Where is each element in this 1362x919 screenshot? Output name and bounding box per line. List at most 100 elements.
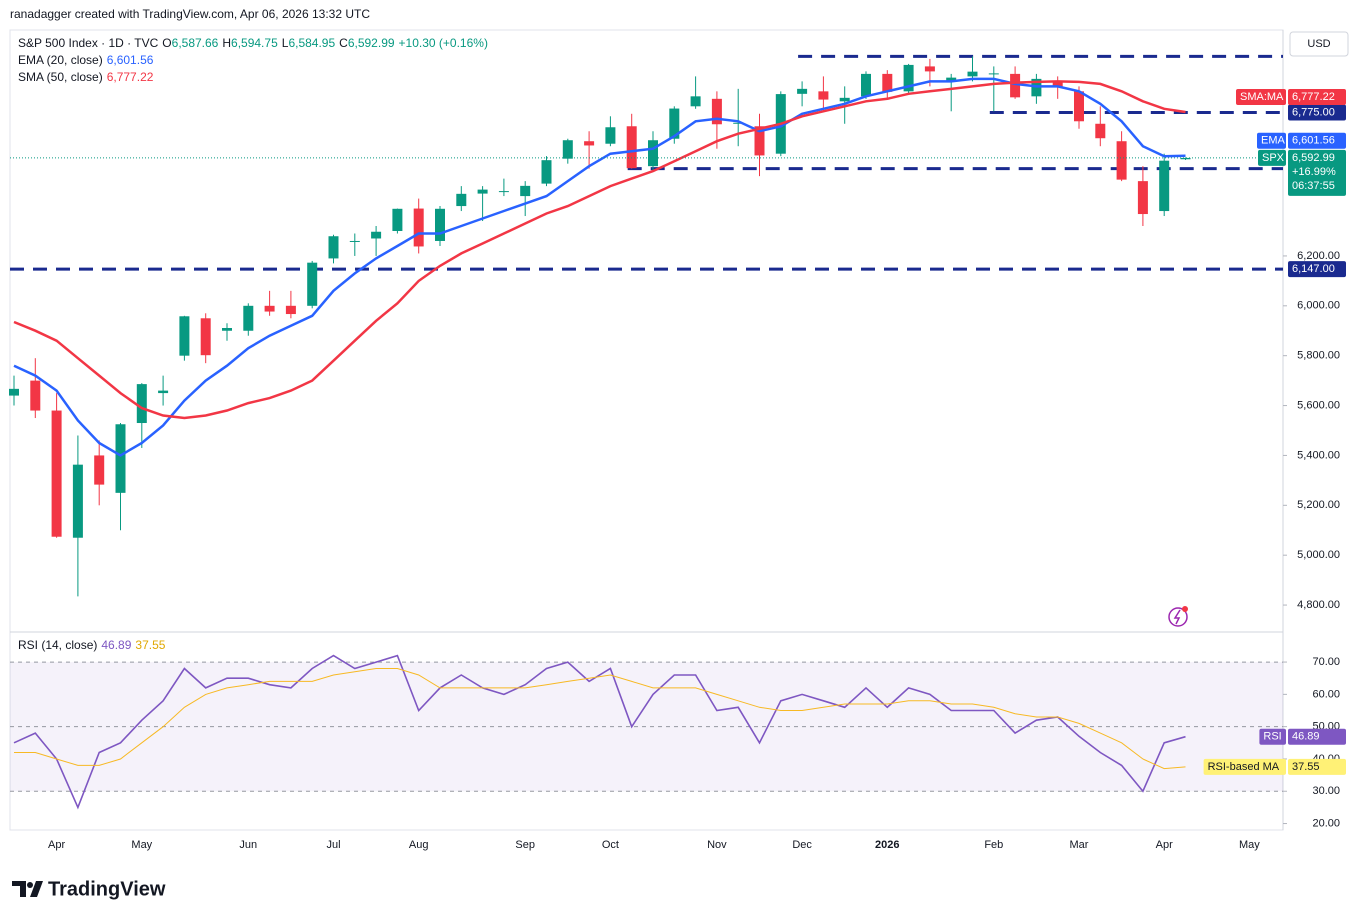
series-badge-box <box>1203 758 1286 775</box>
y-tick-label: 4,800.00 <box>1297 599 1340 611</box>
ohlc-value: 6,594.75 <box>231 36 278 50</box>
ohlc-value: 6,584.95 <box>288 36 336 50</box>
candle-body <box>264 305 275 312</box>
legend-value: 6,777.22 <box>106 70 154 84</box>
series-last-value-box <box>1288 758 1346 775</box>
candle-body <box>243 305 254 331</box>
candle-body <box>690 96 701 107</box>
series-line <box>13 80 1186 420</box>
level-label-box <box>1288 261 1346 278</box>
series-last-value-box <box>1288 132 1346 149</box>
candle-body <box>328 236 339 259</box>
candle-body <box>1052 81 1063 87</box>
candle-body <box>520 185 531 197</box>
x-tick-label: May <box>1239 839 1260 851</box>
rsi-title: RSI (14, close) <box>18 638 98 652</box>
price-badge-label: 6,592.99 <box>1292 152 1335 164</box>
series-badge-box <box>1259 728 1286 745</box>
series-last-value-box <box>1288 728 1346 745</box>
candle-body <box>967 71 978 77</box>
plot-frame <box>9 29 1284 831</box>
candle-body <box>371 231 382 239</box>
brand: TradingView <box>48 878 166 900</box>
candle-body <box>711 98 722 125</box>
y-tick-label: 20.00 <box>1312 817 1340 829</box>
credit: ranadagger created with TradingView.com,… <box>10 7 370 21</box>
x-tick-label: Mar <box>1070 839 1089 851</box>
series-badge: EMA <box>1261 135 1286 147</box>
x-tick-label: May <box>131 839 152 851</box>
candle-body <box>1116 141 1127 180</box>
price-symbol: SPX <box>1262 152 1285 164</box>
x-tick-label: Aug <box>409 839 429 851</box>
candle-body <box>349 240 360 242</box>
ohlc-value: 6,592.99 <box>347 36 395 50</box>
candle-body <box>72 464 83 538</box>
candle-body <box>222 328 232 331</box>
level-label: 6,775.00 <box>1292 106 1335 118</box>
rsi-band <box>10 662 1283 792</box>
rsi-legend: RSI (14, close) 46.89 37.55 <box>18 638 169 652</box>
y-tick-label: 5,600.00 <box>1297 399 1340 411</box>
candle-body <box>946 77 957 82</box>
currency-box[interactable] <box>1289 31 1349 57</box>
x-tick-label: Oct <box>602 839 619 851</box>
y-tick-label: 5,000.00 <box>1297 549 1340 561</box>
alert-icon[interactable] <box>1168 606 1188 627</box>
x-tick-label: Apr <box>1156 839 1173 851</box>
y-tick-label: 5,400.00 <box>1297 449 1340 461</box>
legend-value: 46.89 <box>101 638 132 652</box>
candle-body <box>626 126 637 169</box>
ohlc-key: O <box>162 36 172 50</box>
candle-body <box>1074 91 1084 122</box>
candle-body <box>988 73 999 75</box>
series-line <box>13 77 1186 457</box>
candle-body <box>498 191 509 193</box>
y-tick-label: 6,200.00 <box>1297 250 1340 262</box>
candle-body <box>605 127 616 144</box>
candle-body <box>541 160 552 184</box>
x-tick-label: Jun <box>239 839 257 851</box>
candle-body <box>51 410 62 537</box>
legend-row: S&P 500 Index · 1D · TVC O6,587.66 H6,594.… <box>18 35 492 52</box>
brand-logo <box>12 881 43 897</box>
candle-body <box>477 189 488 194</box>
x-tick-label: 2026 <box>875 839 899 851</box>
candle-body <box>413 208 424 247</box>
candle-body <box>136 384 147 424</box>
candle-body <box>115 424 126 493</box>
candle-body <box>200 318 211 356</box>
series-last-value: 6,601.56 <box>1292 135 1335 147</box>
ohlc-value: 6,587.66 <box>171 36 219 50</box>
series-line <box>14 668 1186 770</box>
legend-value: 6,601.56 <box>106 53 154 67</box>
y-tick-label: 6,000.00 <box>1297 300 1340 312</box>
series-badge-box <box>1236 88 1286 105</box>
candle-body <box>179 316 190 356</box>
candle-body <box>307 262 318 306</box>
candle-body <box>818 91 829 100</box>
price-badge-change: +16.99% <box>1292 166 1336 178</box>
currency: USD <box>1307 38 1330 50</box>
level-label-box <box>1288 104 1346 121</box>
legend-name: EMA (20, close) <box>18 53 103 67</box>
candle-body <box>1095 123 1106 139</box>
x-tick-label: Nov <box>707 839 727 851</box>
candle-body <box>861 73 871 97</box>
series-last-value: 6,777.22 <box>1292 91 1335 103</box>
candle-body <box>1137 181 1148 215</box>
candle-body <box>30 380 41 411</box>
price-badge-box <box>1288 149 1346 196</box>
candle-body <box>669 108 680 139</box>
candle-body <box>1159 160 1170 212</box>
ohlc-key: H <box>222 36 232 50</box>
legend-row: EMA (20, close) 6,601.56 <box>18 52 492 69</box>
candle-body <box>648 140 658 167</box>
candle-body <box>1180 157 1191 160</box>
candle-body <box>903 64 914 92</box>
legend-value: 37.55 <box>135 638 166 652</box>
candle-body <box>392 208 403 231</box>
x-tick-label: Jul <box>326 839 340 851</box>
